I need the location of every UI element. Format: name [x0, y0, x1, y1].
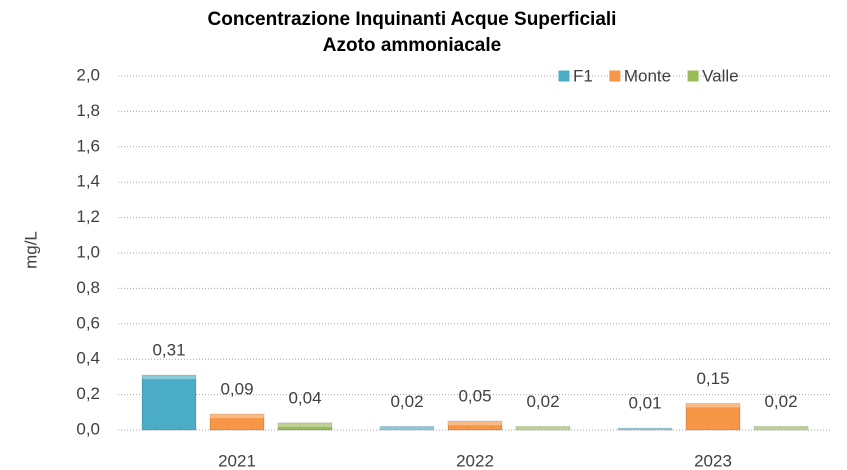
y-axis-label: mg/L: [21, 231, 40, 269]
chart-title: Concentrazione Inquinanti Acque Superfic…: [208, 9, 617, 30]
bar: [617, 427, 673, 431]
y-tick-label: 1,6: [76, 136, 100, 155]
data-label: 0,15: [696, 369, 729, 388]
bar: [209, 413, 265, 431]
y-tick-label: 1,4: [76, 172, 100, 191]
y-tick-label: 0,0: [76, 419, 100, 438]
bar-top: [686, 403, 740, 408]
y-tick-label: 1,2: [76, 207, 100, 226]
x-tick-label: 2023: [694, 451, 732, 470]
bar-top: [278, 422, 332, 427]
data-label: 0,01: [628, 394, 661, 413]
data-label: 0,04: [288, 388, 321, 407]
data-label: 0,31: [152, 341, 185, 360]
legend-label: Monte: [624, 66, 671, 85]
legend-label: Valle: [702, 66, 739, 85]
legend-swatch: [686, 69, 700, 83]
bar: [141, 374, 197, 431]
y-tick-label: 1,8: [76, 101, 100, 120]
data-label: 0,09: [220, 380, 253, 399]
y-tick-label: 0,8: [76, 278, 100, 297]
chart-subtitle: Azoto ammoniacale: [323, 35, 501, 56]
data-label: 0,05: [458, 387, 491, 406]
bar: [447, 420, 503, 431]
bar: [515, 425, 571, 431]
bar-top: [210, 414, 264, 419]
bar-top: [754, 426, 808, 430]
legend-swatch: [557, 69, 571, 83]
bar: [685, 402, 741, 431]
bar-top: [380, 426, 434, 430]
bar: [753, 425, 809, 431]
bar-top: [516, 426, 570, 430]
bar-top: [618, 428, 672, 430]
y-tick-label: 1,0: [76, 242, 100, 261]
data-label: 0,02: [764, 392, 797, 411]
x-tick-label: 2021: [218, 451, 256, 470]
bar: [277, 422, 333, 431]
y-tick-label: 0,2: [76, 384, 100, 403]
y-tick-label: 2,0: [76, 65, 100, 84]
legend-label: F1: [573, 66, 593, 85]
legend-swatch: [608, 69, 622, 83]
y-tick-label: 0,6: [76, 313, 100, 332]
data-label: 0,02: [390, 392, 423, 411]
x-tick-label: 2022: [456, 451, 494, 470]
bar-top: [142, 375, 196, 380]
y-tick-label: 0,4: [76, 349, 100, 368]
bar-top: [448, 421, 502, 426]
data-label: 0,02: [526, 392, 559, 411]
bar: [379, 425, 435, 431]
